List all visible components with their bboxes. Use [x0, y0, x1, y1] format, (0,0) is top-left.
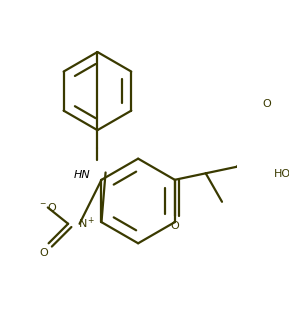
Text: O: O [171, 221, 179, 231]
Text: HN: HN [74, 170, 91, 180]
Text: $^-$O: $^-$O [38, 202, 58, 214]
Text: O: O [262, 99, 271, 109]
Text: HO: HO [274, 169, 289, 179]
Text: O: O [39, 248, 48, 258]
Text: N$^+$: N$^+$ [78, 216, 95, 231]
